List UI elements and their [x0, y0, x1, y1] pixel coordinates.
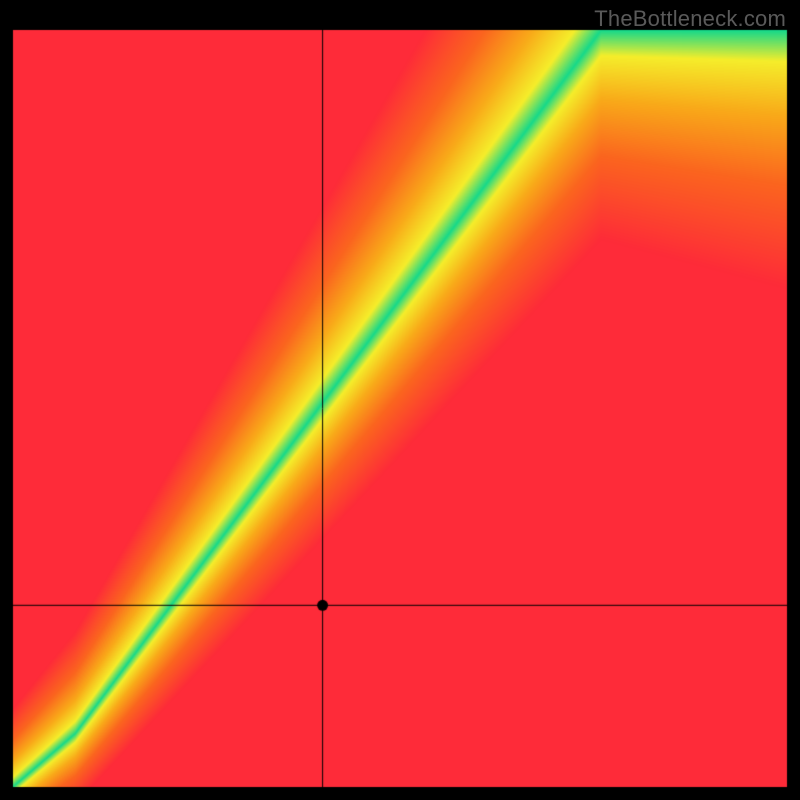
site-watermark: TheBottleneck.com	[594, 6, 786, 32]
bottleneck-heatmap	[0, 0, 800, 800]
